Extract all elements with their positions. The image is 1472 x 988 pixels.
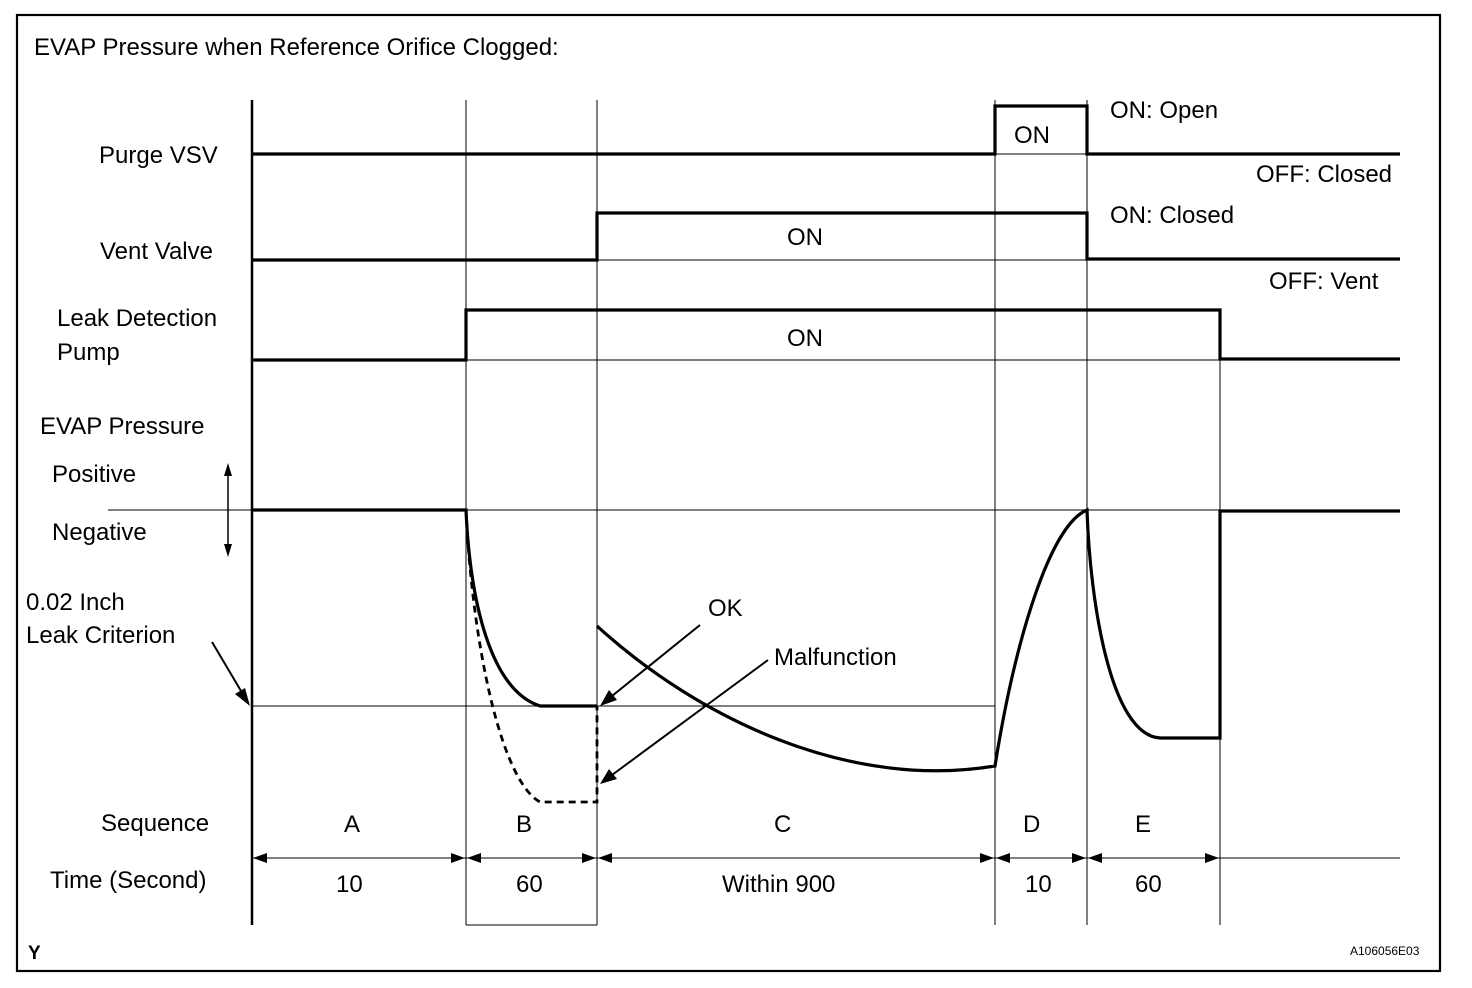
pressure-curve-ok (252, 507, 1400, 773)
dimension-arrowheads-icon (253, 853, 1219, 863)
leak-pump-signal: Leak Detection Pump ON (57, 305, 1400, 366)
vent-valve-on-state: ON: Closed (1110, 202, 1234, 229)
time-row: Time (Second) 10 60 Within 900 10 60 (50, 853, 1400, 898)
leak-pump-label-line1: Leak Detection (57, 305, 217, 332)
phase-b-label: B (516, 811, 532, 838)
vent-valve-signal: Vent Valve ON ON: Closed OFF: Vent (100, 202, 1400, 295)
leak-pump-on-text: ON (787, 325, 823, 352)
phase-e-label: E (1135, 811, 1151, 838)
vent-valve-label: Vent Valve (100, 238, 213, 265)
time-b-value: 60 (516, 871, 543, 898)
criterion-label-line1: 0.02 Inch (26, 589, 125, 616)
purge-vsv-signal: Purge VSV ON ON: Open OFF: Closed (99, 97, 1400, 188)
time-c-value: Within 900 (722, 871, 835, 898)
purge-vsv-waveform (252, 104, 1400, 156)
diagram-title: EVAP Pressure when Reference Orifice Clo… (34, 34, 559, 61)
sequence-label: Sequence (101, 810, 209, 837)
time-label: Time (Second) (50, 867, 207, 894)
leak-pump-waveform (252, 308, 1400, 362)
criterion-arrow-icon (211, 641, 250, 706)
positive-label: Positive (52, 461, 136, 488)
vent-valve-on-text: ON (787, 224, 823, 251)
corner-mark: Y (28, 943, 41, 964)
ok-label: OK (708, 595, 743, 622)
time-a-value: 10 (336, 871, 363, 898)
negative-label: Negative (52, 519, 147, 546)
phase-d-label: D (1023, 811, 1040, 838)
pressure-curve-malfunction (464, 509, 599, 804)
purge-vsv-on-text: ON (1014, 122, 1050, 149)
criterion-label-line2: Leak Criterion (26, 622, 175, 649)
leak-pump-label-line2: Pump (57, 339, 120, 366)
purge-vsv-on-state: ON: Open (1110, 97, 1218, 124)
sequence-row: Sequence A B C D E (101, 810, 1151, 838)
evap-pressure-label: EVAP Pressure (40, 413, 205, 440)
phase-boundaries (250, 100, 1221, 926)
malfunction-arrow-icon (600, 659, 769, 784)
purge-vsv-off-state: OFF: Closed (1256, 161, 1392, 188)
vent-valve-waveform (252, 211, 1400, 262)
phase-c-label: C (774, 811, 791, 838)
vent-valve-off-state: OFF: Vent (1269, 268, 1379, 295)
malfunction-label: Malfunction (774, 644, 897, 671)
time-e-value: 60 (1135, 871, 1162, 898)
evap-pressure-section: EVAP Pressure Positive Negative 0.02 Inc… (26, 413, 1400, 804)
time-d-value: 10 (1025, 871, 1052, 898)
figure-frame (15, 13, 1442, 973)
figure-id: A106056E03 (1350, 944, 1420, 958)
ok-arrow-icon (600, 624, 701, 706)
phase-a-label: A (344, 811, 360, 838)
purge-vsv-label: Purge VSV (99, 142, 218, 169)
